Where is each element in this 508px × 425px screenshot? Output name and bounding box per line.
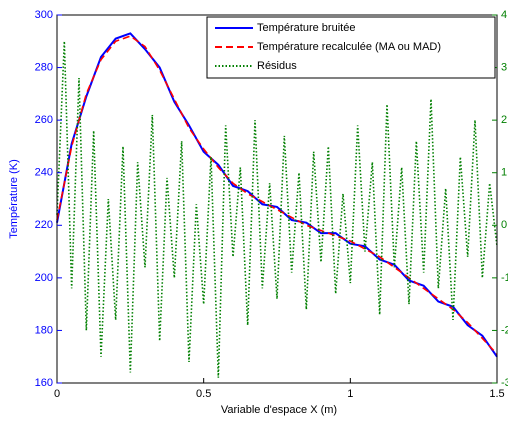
y-tick-label: 200 — [35, 272, 53, 284]
y-tick-label: 160 — [35, 377, 53, 389]
series-line — [56, 35, 498, 355]
legend-label: Résidus — [257, 60, 297, 72]
y2-tick-label: -1 — [501, 272, 508, 284]
y2-tick-label: 2 — [501, 114, 507, 126]
legend-label: Température recalculée (MA ou MAD) — [257, 41, 441, 53]
x-tick-label: 1.5 — [489, 388, 504, 400]
x-tick-label: 0.5 — [196, 388, 211, 400]
y2-tick-label: 1 — [501, 167, 507, 179]
series-line — [56, 32, 498, 358]
y2-tick-label: 4 — [501, 9, 507, 21]
y2-tick-label: 0 — [501, 219, 507, 231]
y-tick-label: 240 — [35, 167, 53, 179]
y2-tick-label: -2 — [501, 324, 508, 336]
y-tick-label: 300 — [35, 9, 53, 21]
y2-tick-label: 3 — [501, 61, 507, 73]
legend-box — [206, 16, 496, 79]
x-axis-label: Variable d'espace X (m) — [221, 404, 337, 416]
x-tick-label: 1 — [347, 388, 353, 400]
y2-tick-label: -3 — [501, 377, 508, 389]
x-tick-label: 0 — [54, 388, 60, 400]
y-tick-label: 280 — [35, 61, 53, 73]
y-tick-label: 180 — [35, 324, 53, 336]
y-tick-label: 220 — [35, 219, 53, 231]
series-line — [56, 41, 498, 378]
axes-box — [56, 14, 498, 384]
y-axis-label: Température (K) — [8, 159, 20, 238]
y-tick-label: 260 — [35, 114, 53, 126]
legend-label: Température bruitée — [257, 22, 355, 34]
